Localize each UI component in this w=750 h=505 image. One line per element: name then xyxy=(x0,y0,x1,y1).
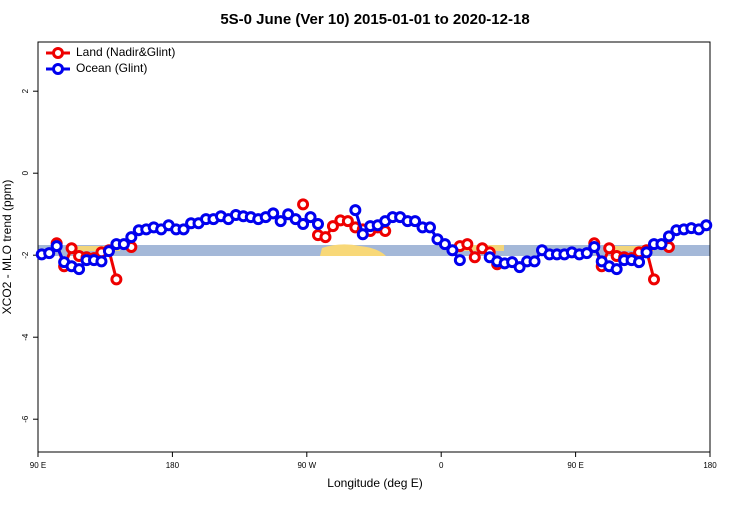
data-point xyxy=(125,231,138,244)
data-point xyxy=(326,220,339,233)
data-point xyxy=(349,204,362,217)
data-point xyxy=(461,238,474,251)
y-axis-label: XCO2 - MLO trend (ppm) xyxy=(0,180,14,315)
legend-marker xyxy=(52,47,64,59)
x-tick-label: 0 xyxy=(439,461,444,470)
data-point xyxy=(610,263,623,276)
data-point xyxy=(640,246,653,259)
y-tick-label: 2 xyxy=(21,88,30,93)
x-tick-label: 90 W xyxy=(297,461,316,470)
data-point xyxy=(513,261,526,274)
data-point xyxy=(409,215,422,228)
data-point xyxy=(267,207,280,220)
data-point xyxy=(588,241,601,253)
data-point xyxy=(580,247,593,260)
data-point xyxy=(438,238,451,251)
data-point xyxy=(312,218,324,231)
series xyxy=(50,198,675,286)
data-point xyxy=(468,251,481,264)
data-point xyxy=(424,221,436,234)
y-tick-label: -6 xyxy=(21,415,30,423)
data-point xyxy=(662,230,675,243)
data-point xyxy=(304,211,317,224)
data-point xyxy=(648,273,660,286)
x-tick-label: 180 xyxy=(703,461,717,470)
data-point xyxy=(453,254,466,267)
y-tick-label: -2 xyxy=(21,251,30,259)
legend-label: Land (Nadir&Glint) xyxy=(76,45,175,59)
data-point xyxy=(95,255,108,268)
data-point xyxy=(341,215,354,228)
data-point xyxy=(356,228,369,241)
land-patch xyxy=(320,244,386,256)
data-point xyxy=(50,240,63,253)
series xyxy=(35,204,713,276)
data-point xyxy=(297,198,310,211)
y-tick-label: -4 xyxy=(21,333,30,341)
legend-label: Ocean (Glint) xyxy=(76,61,147,75)
legend-marker xyxy=(52,63,64,75)
data-point xyxy=(102,245,115,258)
legend: Land (Nadir&Glint) Ocean (Glint) xyxy=(46,45,175,75)
data-point xyxy=(603,242,616,255)
x-tick-label: 90 E xyxy=(30,461,46,470)
data-point xyxy=(110,273,123,286)
chart-title: 5S-0 June (Ver 10) 2015-01-01 to 2020-12… xyxy=(220,11,529,28)
plot-frame xyxy=(37,41,711,453)
data-point xyxy=(65,242,78,255)
x-tick-label: 180 xyxy=(166,461,180,470)
x-tick-label: 90 E xyxy=(567,461,583,470)
data-point xyxy=(446,244,459,257)
y-tick-label: 0 xyxy=(21,170,30,175)
data-point xyxy=(528,255,541,268)
x-axis-label: Longitude (deg E) xyxy=(327,476,422,490)
data-point xyxy=(43,247,56,260)
land-patch xyxy=(612,246,654,251)
data-point xyxy=(700,219,713,232)
data-point xyxy=(274,215,287,228)
data-point xyxy=(655,238,668,251)
data-point xyxy=(319,231,332,244)
data-point xyxy=(73,263,86,276)
data-point xyxy=(297,218,310,231)
data-point xyxy=(117,238,130,251)
data-point xyxy=(633,256,646,269)
data-point xyxy=(177,223,190,236)
